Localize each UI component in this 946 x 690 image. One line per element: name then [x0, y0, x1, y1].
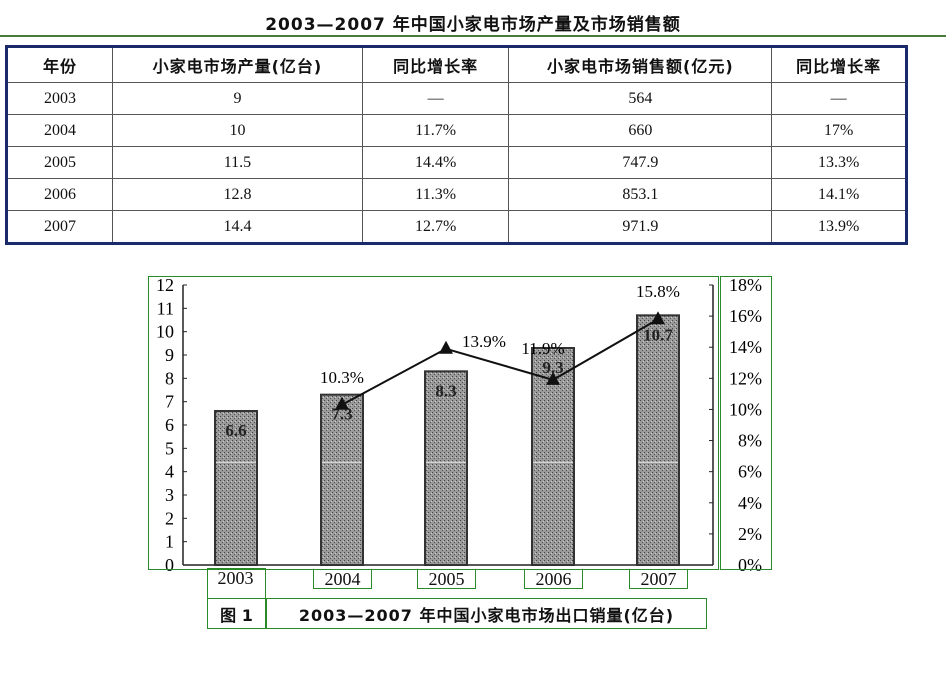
- bar: [424, 370, 468, 567]
- left-tick-label: 2: [165, 508, 174, 528]
- line-value-label: 13.9%: [462, 332, 506, 351]
- plot-frame: [148, 276, 719, 570]
- bar-value-label: 8.3: [435, 381, 456, 400]
- bar: [320, 393, 364, 566]
- x-tick-label: 2007: [629, 569, 688, 589]
- table-header-row: 年份 小家电市场产量(亿台) 同比增长率 小家电市场销售额(亿元) 同比增长率: [6, 46, 907, 83]
- data-table: 年份 小家电市场产量(亿台) 同比增长率 小家电市场销售额(亿元) 同比增长率 2003…: [5, 45, 908, 245]
- right-tick-label: 2%: [738, 524, 762, 544]
- x-tick-label: 2006: [524, 569, 583, 589]
- bar-value-label: 6.6: [225, 421, 246, 440]
- left-tick-label: 0: [165, 555, 174, 575]
- line-value-label: 11.9%: [521, 339, 564, 358]
- triangle-marker: [335, 396, 349, 410]
- bar-value-label: 9.3: [542, 358, 563, 377]
- bar-value-label: 10.7: [643, 325, 673, 344]
- left-tick-label: 6: [165, 415, 174, 435]
- left-tick-label: 7: [165, 392, 174, 412]
- left-tick-label: 9: [165, 345, 174, 365]
- page-title: 2003—2007 年中国小家电市场产量及市场销售额: [265, 15, 681, 35]
- table-cell: 2004: [6, 114, 113, 147]
- right-tick-label: 8%: [738, 431, 762, 451]
- table-cell: 2007: [6, 210, 113, 244]
- right-tick-label: 0%: [738, 555, 762, 575]
- right-tick-label: 12%: [729, 368, 762, 388]
- right-tick-label: 18%: [729, 275, 762, 295]
- triangle-marker: [546, 371, 560, 385]
- left-tick-label: 4: [165, 462, 174, 482]
- table-cell: 11.5: [111, 146, 363, 179]
- chart-title: 2003—2007 年中国小家电市场出口销量(亿台): [266, 598, 707, 629]
- column-header: 年份: [6, 46, 113, 83]
- table-row: 2007 14.4 12.7% 971.9 13.9%: [6, 210, 907, 244]
- triangle-marker: [651, 311, 665, 325]
- table-cell: 2003: [6, 82, 113, 115]
- table-cell: 13.9%: [771, 210, 907, 244]
- table-cell: 13.3%: [771, 146, 907, 179]
- left-tick-label: 11: [157, 298, 174, 318]
- table-cell: 971.9: [508, 210, 773, 244]
- bar: [214, 410, 258, 566]
- left-tick-label: 3: [165, 485, 174, 505]
- table-cell: 660: [508, 114, 773, 147]
- table-cell: 10: [111, 114, 363, 147]
- x-tick-label: 2003: [217, 567, 254, 588]
- table-cell: 2005: [6, 146, 113, 179]
- table-cell: 14.4%: [361, 146, 510, 179]
- left-tick-label: 8: [165, 368, 174, 388]
- right-tick-label: 16%: [729, 306, 762, 326]
- divider: [0, 35, 946, 37]
- column-header: 小家电市场销售额(亿元): [508, 46, 773, 83]
- table-row: 2004 10 11.7% 660 17%: [6, 114, 907, 147]
- triangle-marker: [439, 340, 453, 354]
- right-tick-label: 6%: [738, 462, 762, 482]
- right-axis-frame: [720, 276, 772, 570]
- table-cell: 17%: [771, 114, 907, 147]
- right-tick-label: 10%: [729, 399, 762, 419]
- right-tick-label: 4%: [738, 493, 762, 513]
- growth-line: [341, 318, 659, 406]
- table-cell: 14.1%: [771, 178, 907, 211]
- line-value-label: 10.3%: [320, 368, 364, 387]
- column-header: 同比增长率: [361, 46, 510, 83]
- x-tick-label: 2004: [313, 569, 372, 589]
- table-cell: —: [771, 82, 907, 115]
- figure-label: 图 1: [207, 598, 266, 629]
- left-tick-label: 10: [156, 322, 174, 342]
- right-tick-label: 14%: [729, 337, 762, 357]
- column-header: 同比增长率: [771, 46, 907, 83]
- x-tick-label: 2005: [417, 569, 476, 589]
- table-row: 2005 11.5 14.4% 747.9 13.3%: [6, 146, 907, 179]
- left-tick-label: 5: [165, 438, 174, 458]
- table-cell: 2006: [6, 178, 113, 211]
- left-tick-label: 12: [156, 275, 174, 295]
- table-cell: 564: [508, 82, 773, 115]
- table-cell: 12.7%: [361, 210, 510, 244]
- table-cell: 14.4: [111, 210, 363, 244]
- left-tick-label: 1: [165, 532, 174, 552]
- bar: [636, 314, 680, 567]
- year-box: [207, 568, 266, 599]
- line-value-label: 15.8%: [636, 282, 680, 301]
- table-cell: 12.8: [111, 178, 363, 211]
